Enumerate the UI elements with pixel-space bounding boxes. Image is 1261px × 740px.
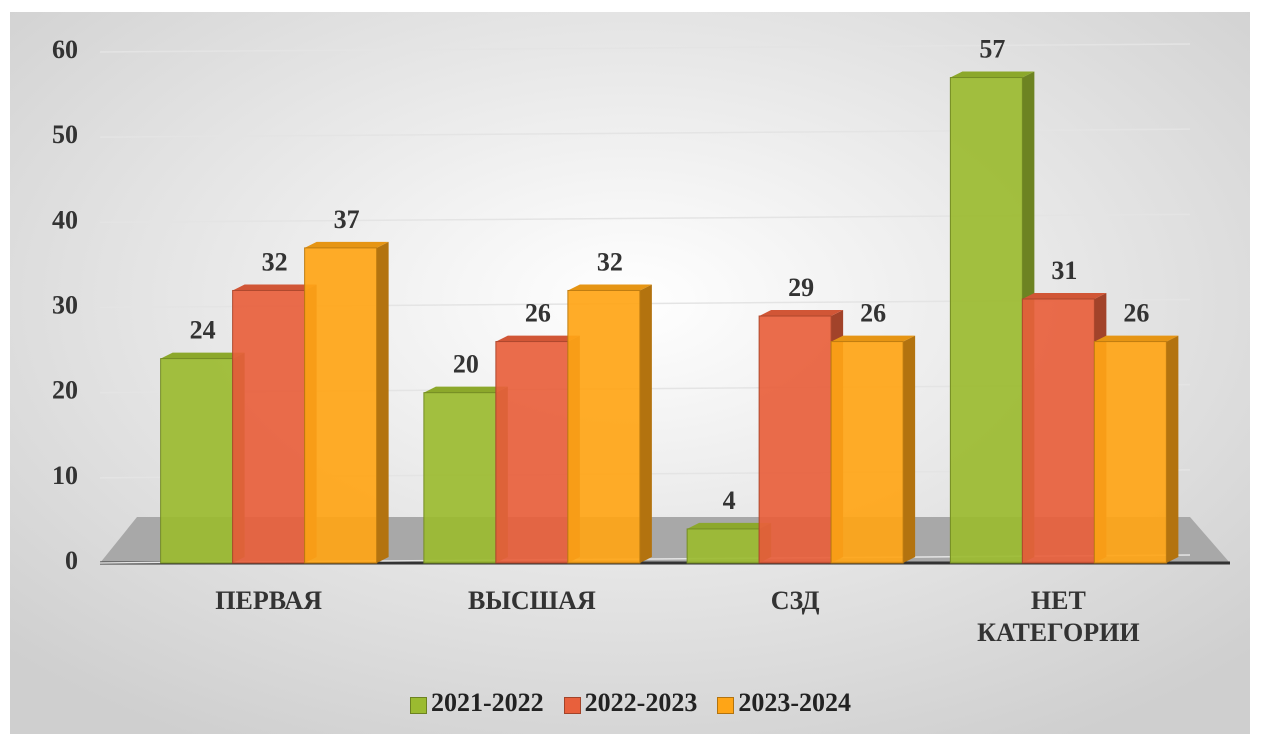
data-label: 26 [525, 299, 551, 328]
y-tick-label: 60 [52, 35, 78, 64]
bar-front [1093, 341, 1167, 564]
legend-swatch [563, 696, 581, 714]
bar-front [567, 289, 641, 564]
bar-front [232, 289, 306, 564]
bar [160, 352, 245, 564]
x-tick-label: ВЫСШАЯ [467, 586, 596, 615]
y-tick-label: 40 [52, 205, 78, 234]
legend: 2021-2022 2022-2023 2023-2024 [0, 688, 1261, 718]
bar [423, 386, 508, 564]
y-tick-label: 10 [52, 461, 78, 490]
bar [232, 284, 317, 564]
bar-front [949, 77, 1023, 564]
legend-item: 2023-2024 [717, 688, 851, 718]
bar [1021, 292, 1107, 564]
data-label: 32 [597, 247, 623, 276]
y-tick-label: 50 [52, 120, 78, 149]
x-tick-label: ПЕРВАЯ [215, 586, 322, 615]
bar-top [232, 284, 317, 291]
legend-swatch [409, 696, 427, 714]
bar-top [687, 522, 772, 529]
legend-item: 2022-2023 [563, 688, 698, 718]
bar-side [376, 241, 389, 563]
bar-top [160, 352, 245, 359]
y-tick-label: 30 [52, 290, 78, 319]
bar-side [903, 335, 916, 563]
bar-side [1166, 335, 1179, 563]
bar-front [495, 341, 569, 564]
x-tick-label: СЗД [770, 586, 820, 615]
bar-front [1021, 298, 1095, 564]
data-label: 31 [1051, 256, 1077, 285]
data-label: 37 [334, 205, 360, 234]
legend-item: 2021-2022 [409, 688, 544, 718]
bar-top [831, 335, 916, 342]
bar-front [830, 341, 904, 564]
bar-side [639, 284, 652, 563]
bar-front [423, 392, 497, 564]
legend-label: 2021-2022 [430, 688, 544, 717]
data-label: 4 [723, 486, 736, 515]
data-label: 24 [190, 316, 216, 345]
data-label: 29 [788, 273, 814, 302]
bar [758, 310, 844, 564]
legend-label: 2023-2024 [738, 688, 851, 717]
bar-top [759, 310, 844, 317]
bar-top [1094, 335, 1179, 342]
bar-front [304, 247, 378, 564]
bar-top [304, 241, 389, 248]
bar-top [1022, 292, 1107, 299]
data-label: 20 [453, 350, 479, 379]
legend-swatch [717, 696, 735, 714]
data-label: 26 [1123, 299, 1149, 328]
bar [495, 335, 580, 564]
bar-front [160, 358, 234, 564]
bar-top [423, 386, 508, 393]
x-tick-label: НЕТ КАТЕГОРИИ [977, 586, 1140, 647]
y-tick-label: 20 [52, 376, 78, 405]
bar [686, 522, 772, 564]
data-label: 57 [979, 35, 1005, 64]
y-tick-label: 0 [65, 546, 78, 575]
bar-front [686, 528, 760, 564]
bar-front [758, 315, 832, 564]
data-label: 32 [262, 247, 288, 276]
grid-line [99, 43, 1191, 53]
bar [567, 284, 652, 564]
bar [949, 71, 1035, 564]
bar-top [567, 284, 652, 291]
bar [830, 335, 916, 564]
data-label: 26 [860, 299, 886, 328]
legend-label: 2022-2023 [584, 688, 698, 717]
bar-top [495, 335, 580, 342]
bar-top [950, 71, 1035, 78]
bar [1093, 335, 1179, 564]
bar [304, 241, 389, 564]
